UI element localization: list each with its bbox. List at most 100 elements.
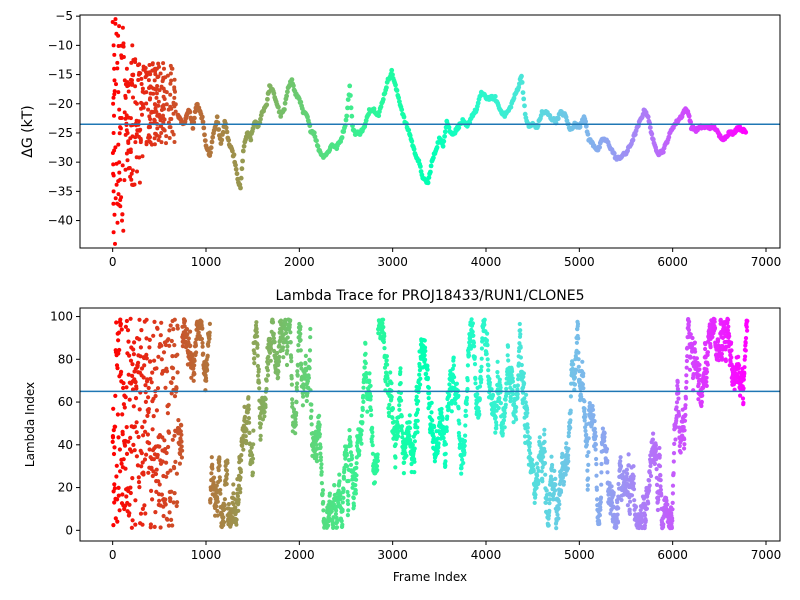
lambda-point bbox=[208, 497, 213, 502]
lambda-point bbox=[153, 509, 158, 515]
lambda-point bbox=[361, 393, 366, 398]
lambda-point bbox=[142, 363, 147, 368]
lambda-point bbox=[308, 335, 313, 340]
lambda-point bbox=[298, 324, 303, 329]
y-tick-label: −10 bbox=[48, 38, 73, 52]
lambda-point bbox=[236, 508, 241, 513]
lambda-point bbox=[289, 359, 294, 364]
lambda-point bbox=[222, 503, 227, 508]
lambda-point bbox=[331, 524, 336, 529]
lambda-point bbox=[277, 354, 282, 359]
lambda-point bbox=[583, 414, 588, 420]
lambda-point bbox=[672, 441, 677, 446]
lambda-point bbox=[671, 471, 676, 476]
delta-g-early-point bbox=[164, 102, 169, 107]
lambda-point bbox=[487, 376, 492, 381]
lambda-point bbox=[266, 361, 271, 366]
lambda-point bbox=[671, 451, 677, 456]
delta-g-early-point bbox=[147, 63, 152, 67]
delta-g-point bbox=[291, 83, 296, 89]
delta-g-early-point bbox=[146, 133, 151, 138]
lambda-point bbox=[598, 507, 603, 512]
delta-g-point bbox=[378, 104, 384, 110]
lambda-point bbox=[148, 522, 153, 527]
delta-g-early-point bbox=[140, 89, 145, 94]
lambda-point bbox=[453, 401, 458, 406]
delta-g-early-point bbox=[119, 55, 124, 60]
lambda-point bbox=[686, 327, 692, 333]
lambda-point bbox=[236, 483, 241, 488]
lambda-point bbox=[716, 358, 721, 363]
lambda-point bbox=[506, 358, 511, 363]
lambda-point bbox=[123, 395, 128, 400]
lambda-point bbox=[244, 441, 249, 446]
lambda-point bbox=[346, 478, 351, 484]
lambda-point bbox=[369, 413, 374, 418]
lambda-point bbox=[239, 458, 244, 463]
lambda-point bbox=[398, 366, 403, 371]
lambda-point bbox=[152, 524, 157, 530]
delta-g-early-point bbox=[164, 141, 168, 146]
delta-g-point bbox=[285, 89, 290, 95]
lambda-point bbox=[385, 362, 390, 367]
lambda-point bbox=[718, 317, 723, 322]
lambda-point bbox=[694, 356, 700, 361]
lambda-point bbox=[193, 343, 198, 348]
lambda-point bbox=[600, 426, 606, 431]
lambda-point bbox=[741, 400, 746, 405]
lambda-point bbox=[576, 357, 581, 362]
delta-g-point bbox=[396, 95, 401, 101]
lambda-point bbox=[501, 418, 506, 423]
lambda-point bbox=[479, 346, 484, 351]
lambda-point bbox=[192, 363, 197, 368]
lambda-point bbox=[146, 410, 151, 415]
lambda-point bbox=[130, 476, 135, 481]
lambda-point bbox=[115, 519, 120, 524]
lambda-point bbox=[665, 502, 670, 507]
lambda-point bbox=[112, 486, 117, 491]
lambda-point bbox=[118, 469, 123, 474]
lambda-point bbox=[150, 370, 155, 375]
delta-g-point bbox=[298, 99, 304, 105]
lambda-point bbox=[602, 438, 607, 443]
lambda-point bbox=[331, 515, 336, 520]
lambda-point bbox=[654, 457, 659, 462]
lambda-point bbox=[175, 500, 180, 505]
lambda-point bbox=[164, 369, 170, 374]
lambda-point bbox=[565, 466, 571, 471]
delta-g-early-point bbox=[112, 78, 117, 83]
delta-g-point bbox=[240, 148, 246, 154]
lambda-point bbox=[443, 463, 448, 468]
lambda-point bbox=[382, 334, 387, 339]
lambda-point bbox=[708, 345, 713, 350]
lambda-point bbox=[465, 386, 470, 392]
lambda-point bbox=[370, 451, 375, 456]
lambda-point bbox=[531, 463, 536, 468]
lambda-point bbox=[693, 349, 698, 354]
lambda-point bbox=[354, 473, 359, 478]
lambda-point bbox=[341, 487, 346, 492]
lambda-x-axis-label: Frame Index bbox=[393, 570, 467, 584]
lambda-point bbox=[585, 453, 590, 458]
lambda-point bbox=[126, 339, 131, 344]
lambda-point bbox=[367, 371, 372, 376]
delta-g-early-point bbox=[146, 107, 151, 112]
delta-g-point bbox=[233, 166, 239, 172]
lambda-point bbox=[684, 379, 689, 385]
lambda-point bbox=[555, 512, 560, 517]
lambda-point bbox=[550, 462, 555, 468]
lambda-point bbox=[125, 328, 131, 333]
lambda-point bbox=[176, 418, 181, 423]
lambda-point bbox=[568, 408, 573, 413]
delta-g-point bbox=[208, 150, 213, 156]
lambda-point bbox=[704, 369, 710, 374]
x-tick-label: 4000 bbox=[471, 548, 502, 562]
delta-g-early-point bbox=[118, 126, 123, 131]
lambda-point bbox=[498, 401, 503, 406]
lambda-point bbox=[386, 410, 391, 415]
delta-g-early-point bbox=[151, 91, 156, 96]
lambda-point bbox=[251, 442, 256, 447]
lambda-point bbox=[295, 373, 300, 378]
lambda-point bbox=[147, 441, 152, 446]
delta-g-early-point bbox=[161, 113, 165, 118]
